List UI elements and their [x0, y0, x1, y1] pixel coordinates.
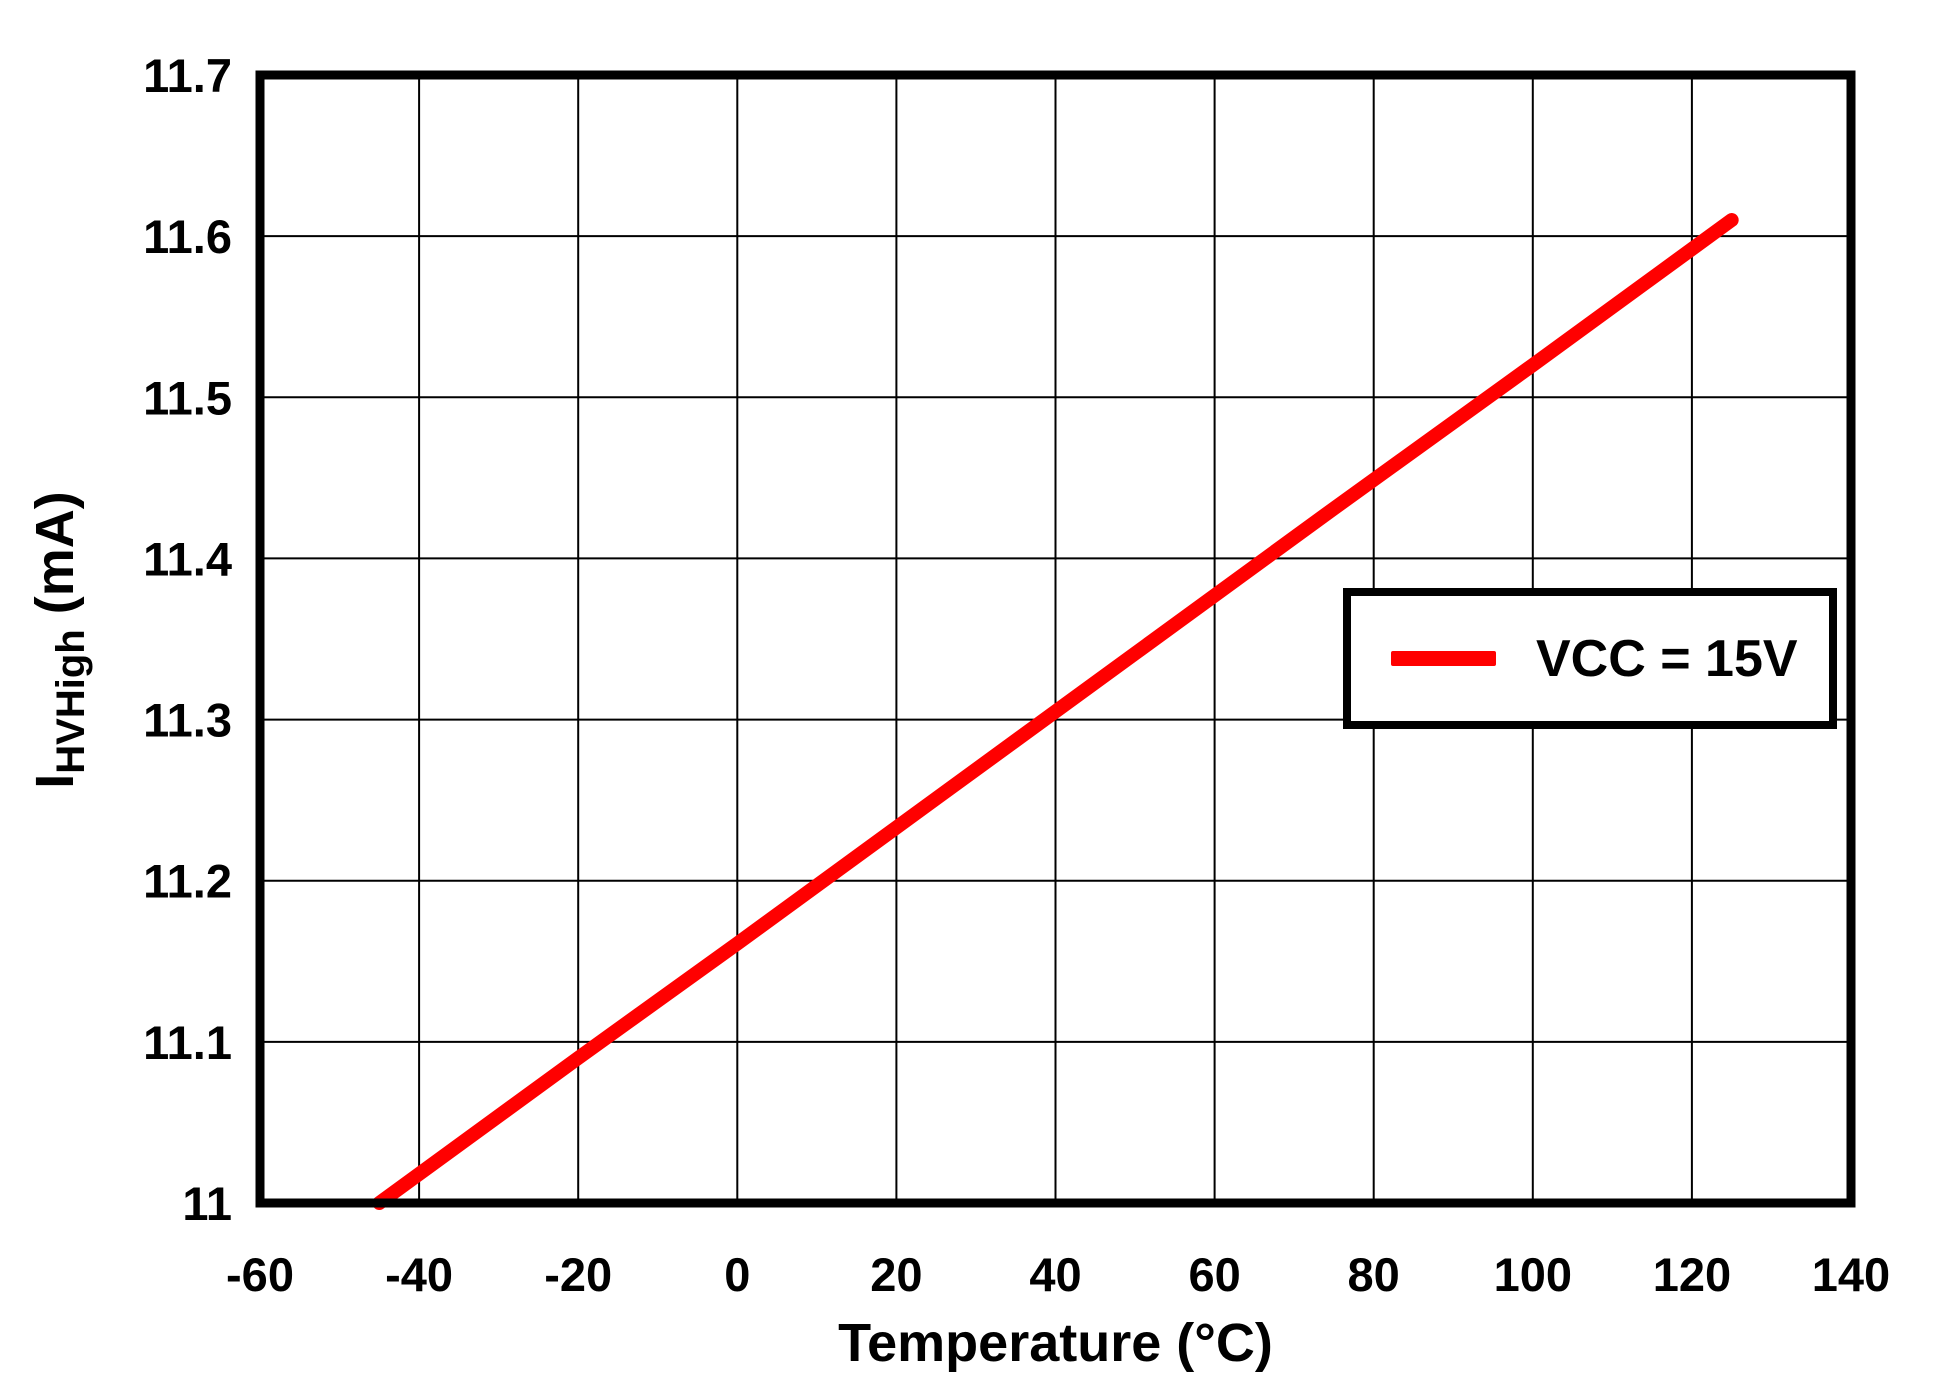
- x-tick-label: -60: [226, 1248, 294, 1301]
- x-tick-label: 120: [1653, 1248, 1731, 1301]
- y-tick-label: 11.2: [143, 855, 232, 908]
- y-tick-label: 11.6: [143, 210, 232, 263]
- x-tick-label: 0: [724, 1248, 750, 1301]
- x-tick-label: 140: [1812, 1248, 1890, 1301]
- x-tick-label: -40: [385, 1248, 453, 1301]
- legend-entry-label: VCC = 15V: [1536, 629, 1798, 688]
- plot-border: [255, 70, 1856, 1208]
- x-tick-label: 100: [1494, 1248, 1572, 1301]
- y-axis-title-prefix: I: [25, 773, 85, 789]
- y-tick-label: 11.1: [143, 1016, 232, 1069]
- x-tick-label: 80: [1348, 1248, 1400, 1301]
- x-axis-title: Temperature (°C): [838, 1313, 1273, 1373]
- x-tick-label: -20: [544, 1248, 612, 1301]
- x-tick-label: 40: [1029, 1248, 1081, 1301]
- series-line: [372, 213, 1739, 1210]
- x-tick-label: 20: [870, 1248, 922, 1301]
- y-tick-label: 11.5: [143, 371, 232, 424]
- y-tick-label: 11.3: [143, 694, 232, 747]
- y-tick-label: 11.4: [143, 532, 232, 585]
- y-tick-label: 11.7: [143, 49, 232, 102]
- legend-box: VCC = 15V: [1343, 588, 1837, 729]
- legend-line-swatch: [1391, 651, 1496, 666]
- x-tick-label: 60: [1188, 1248, 1240, 1301]
- y-axis-title-suffix: (mA): [25, 491, 85, 630]
- y-tick-label: 11: [182, 1177, 232, 1230]
- y-axis-title: IHVHigh (mA): [24, 491, 93, 789]
- y-axis-title-subscript: HVHigh: [49, 629, 93, 774]
